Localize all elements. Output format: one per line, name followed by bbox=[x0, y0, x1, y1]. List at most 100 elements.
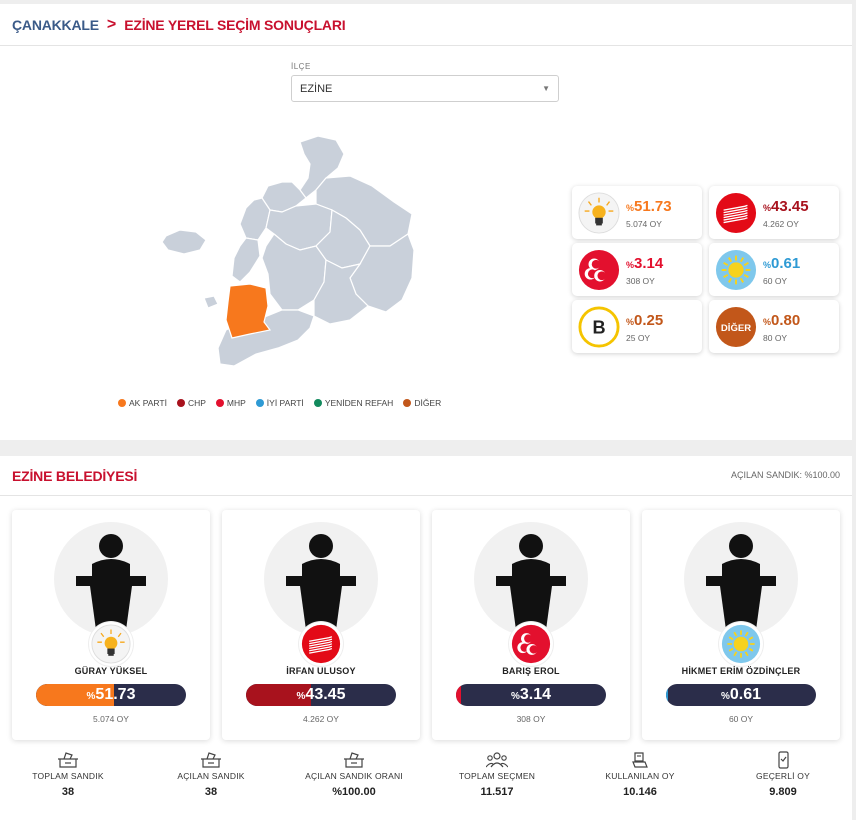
stat-value: 38 bbox=[61, 786, 75, 798]
map-region-northwest bbox=[239, 197, 271, 241]
opened-ballot-label: AÇILAN SANDIK: %100.00 bbox=[730, 470, 840, 480]
legend-label: CHP bbox=[187, 398, 206, 408]
legend-label: YENİDEN REFAH bbox=[324, 398, 394, 408]
legend-dot-icon bbox=[215, 399, 224, 407]
results-map-panel: ÇANAKKALE > EZİNE YEREL SEÇİM SONUÇLARI … bbox=[0, 4, 852, 440]
candidate-votes: 4.262 OY bbox=[303, 714, 339, 724]
bulb-icon bbox=[578, 192, 620, 234]
stat-item: AÇILAN SANDIK ORANI %100.00 bbox=[284, 751, 424, 798]
party-percentage: %0.25 bbox=[626, 312, 663, 329]
legend-label: DİĞER bbox=[414, 398, 442, 408]
municipality-header: EZİNE BELEDİYESİ bbox=[0, 456, 852, 496]
district-select-label: İLÇE bbox=[291, 62, 311, 71]
legend-dot-icon bbox=[176, 399, 185, 407]
percent-value: 3.14 bbox=[519, 686, 552, 703]
stat-label: AÇILAN SANDIK ORANI bbox=[305, 771, 403, 781]
candidate-percentage: %43.45 bbox=[246, 686, 396, 704]
legend-dot-icon bbox=[403, 399, 412, 407]
party-result-card: %0.61 60 OY bbox=[709, 243, 839, 296]
breadcrumb-separator: > bbox=[106, 15, 117, 33]
candidate-silhouette-icon bbox=[76, 534, 146, 630]
district-select[interactable]: EZİNE ▼ bbox=[291, 75, 559, 102]
party-votes: 25 OY bbox=[626, 333, 651, 343]
legend-dot-icon bbox=[118, 399, 126, 407]
candidate-photo bbox=[276, 530, 366, 635]
ballot-box-icon bbox=[0, 751, 138, 769]
percent-prefix: % bbox=[720, 691, 730, 702]
percent-prefix: % bbox=[626, 317, 635, 327]
candidate-name: HİKMET ERİM ÖZDİNÇLER bbox=[681, 666, 801, 676]
percent-value: 51.73 bbox=[95, 686, 136, 703]
party-result-card: %43.45 4.262 OY bbox=[709, 186, 839, 239]
stat-label: TOPLAM SANDIK bbox=[32, 771, 104, 781]
legend-item: İYİ PARTİ bbox=[255, 398, 304, 408]
stat-label: AÇILAN SANDIK bbox=[177, 771, 245, 781]
candidate-votes: 308 OY bbox=[516, 714, 546, 724]
legend-item: MHP bbox=[215, 398, 246, 408]
party-votes: 4.262 OY bbox=[763, 219, 799, 229]
legend-label: AK PARTİ bbox=[129, 398, 167, 408]
party-votes: 308 OY bbox=[626, 276, 655, 286]
map-region-west-island bbox=[161, 229, 207, 255]
candidate-vote-bar-fill bbox=[666, 684, 669, 706]
stat-label: GEÇERLİ OY bbox=[756, 771, 810, 781]
party-result-card: B %0.25 25 OY bbox=[572, 300, 702, 353]
stat-value: 9.809 bbox=[769, 786, 797, 798]
candidate-votes: 5.074 OY bbox=[93, 714, 129, 724]
sun-icon bbox=[715, 249, 757, 291]
three-crescents-icon bbox=[578, 249, 620, 291]
candidate-photo bbox=[696, 530, 786, 635]
stat-value: 10.146 bbox=[623, 786, 657, 798]
legend-item: DİĞER bbox=[403, 398, 441, 408]
party-votes: 5.074 OY bbox=[626, 219, 662, 229]
percent-value: 43.45 bbox=[771, 198, 809, 215]
party-percentage: %43.45 bbox=[763, 198, 809, 215]
map-region-west-coast bbox=[231, 237, 261, 283]
ballot-box-icon bbox=[141, 751, 281, 769]
party-votes: 80 OY bbox=[763, 333, 788, 343]
letter-b-icon: B bbox=[578, 306, 620, 348]
svg-text:DİĞER: DİĞER bbox=[721, 322, 751, 334]
people-icon bbox=[427, 751, 567, 769]
district-map bbox=[161, 135, 415, 367]
percent-prefix: % bbox=[626, 260, 635, 270]
municipality-title: EZİNE BELEDİYESİ bbox=[12, 467, 138, 484]
six-arrows-icon bbox=[299, 622, 343, 666]
party-votes: 60 OY bbox=[763, 276, 788, 286]
legend-label: MHP bbox=[226, 398, 246, 408]
stat-label: KULLANILAN OY bbox=[605, 771, 675, 781]
candidate-card: BARIŞ EROL %3.14 308 OY bbox=[432, 510, 630, 740]
candidate-card: GÜRAY YÜKSEL %51.73 5.074 OY bbox=[12, 510, 210, 740]
six-arrows-icon bbox=[715, 192, 757, 234]
party-result-card: DİĞER %0.80 80 OY bbox=[709, 300, 839, 353]
candidate-silhouette-icon bbox=[496, 534, 566, 630]
stat-value: 38 bbox=[204, 786, 218, 798]
percent-value: 3.14 bbox=[634, 255, 664, 272]
stat-value: %100.00 bbox=[332, 786, 376, 798]
percent-prefix: % bbox=[763, 260, 772, 270]
caret-down-icon: ▼ bbox=[542, 84, 550, 93]
svg-text:B: B bbox=[592, 318, 605, 338]
candidate-card: HİKMET ERİM ÖZDİNÇLER %0.61 60 OY bbox=[642, 510, 840, 740]
candidate-vote-bar-fill bbox=[456, 684, 461, 706]
map-region-ezine-highlighted bbox=[225, 283, 272, 339]
stat-item: TOPLAM SANDIK 38 bbox=[0, 751, 138, 798]
breadcrumb-city-link[interactable]: ÇANAKKALE bbox=[12, 16, 99, 33]
three-crescents-icon bbox=[509, 622, 553, 666]
stat-value: 11.517 bbox=[480, 786, 514, 798]
stat-label: TOPLAM SEÇMEN bbox=[458, 771, 536, 781]
party-percentage: %3.14 bbox=[626, 255, 663, 272]
map-region-small-island bbox=[203, 295, 219, 309]
percent-value: 43.45 bbox=[305, 686, 346, 703]
stat-item: TOPLAM SEÇMEN 11.517 bbox=[427, 751, 567, 798]
ballot-box-icon bbox=[284, 751, 424, 769]
legend-item: AK PARTİ bbox=[118, 398, 167, 408]
percent-value: 0.61 bbox=[771, 255, 801, 272]
candidate-vote-bar-fill bbox=[246, 684, 312, 706]
map-region-southeast bbox=[313, 259, 369, 325]
legend-item: CHP bbox=[176, 398, 206, 408]
stat-item: GEÇERLİ OY 9.809 bbox=[713, 751, 853, 798]
candidate-percentage: %51.73 bbox=[36, 686, 186, 704]
map-region-middle bbox=[261, 233, 327, 311]
candidate-silhouette-icon bbox=[706, 534, 776, 630]
